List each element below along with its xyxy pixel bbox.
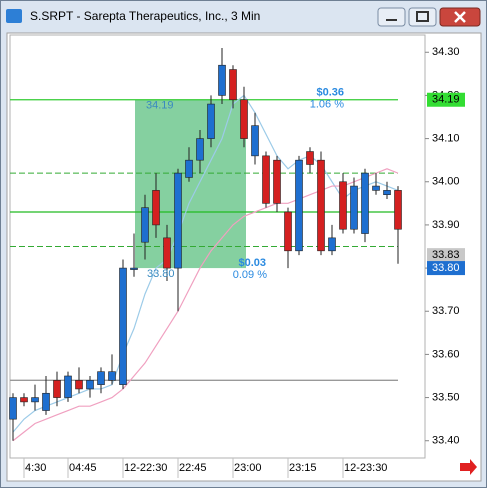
moving-average [12, 168, 399, 442]
candle-body [295, 159, 303, 252]
y-tick-label: 34.00 [432, 176, 460, 188]
price-tag [427, 261, 465, 276]
candle-body [207, 103, 215, 139]
candle-body [361, 172, 369, 234]
x-tick-label: 23:00 [234, 462, 262, 474]
price-tag [427, 92, 465, 107]
scroll-arrow[interactable] [460, 459, 477, 475]
candle-body [97, 371, 105, 385]
y-tick-label: 33.70 [432, 305, 460, 317]
candle-body [152, 190, 160, 226]
candle-body [141, 207, 149, 243]
candle-body [9, 397, 17, 420]
candle-body [119, 267, 127, 385]
candle-body [185, 159, 193, 178]
candle-body [53, 380, 61, 398]
candle-body [273, 159, 281, 204]
price-tag-label: 33.83 [432, 249, 460, 261]
x-tick-label: 4:30 [25, 462, 46, 474]
candle-body [86, 380, 94, 390]
y-tick-label: 33.90 [432, 219, 460, 231]
candle-body [174, 172, 182, 269]
app-icon [6, 9, 22, 23]
candle-body [383, 190, 391, 196]
y-tick-label: 33.40 [432, 435, 460, 447]
measure-change-low: $0.03 [238, 257, 266, 269]
measure-change-low-pct: 0.09 % [233, 269, 267, 281]
candle-body [372, 185, 380, 191]
candle-body [163, 237, 171, 269]
candle-body [240, 99, 248, 139]
candle-body [229, 69, 237, 101]
candle-body [31, 397, 39, 403]
candle-body [284, 211, 292, 252]
x-tick-label: 12-22:30 [124, 462, 167, 474]
candle-body [75, 380, 83, 390]
close-icon [454, 11, 466, 23]
price-tag-label: 34.19 [432, 94, 460, 106]
candle-body [262, 155, 270, 204]
candle-body [64, 375, 72, 398]
y-tick-label: 34.30 [432, 46, 460, 58]
x-tick-label: 04:45 [69, 462, 97, 474]
x-tick-label: 23:15 [289, 462, 317, 474]
price-tag [427, 248, 465, 263]
candle-body [42, 392, 50, 411]
maximize-icon [416, 11, 429, 22]
candle-body [108, 371, 116, 381]
candle-body [306, 151, 314, 165]
maximize-button[interactable] [408, 7, 437, 27]
candle-body [130, 267, 138, 270]
candle-body [251, 125, 259, 157]
x-tick-label: 12-23:30 [344, 462, 387, 474]
candle-body [196, 138, 204, 161]
candle-body [339, 181, 347, 230]
y-tick-label: 33.50 [432, 391, 460, 403]
candle-body [20, 397, 28, 403]
y-tick-label: 34.10 [432, 132, 460, 144]
measure-high: 34.19 [146, 100, 174, 112]
measure-low: 33.80 [147, 268, 175, 280]
candle-body [218, 64, 226, 96]
minimize-button[interactable] [377, 7, 406, 27]
y-tick-label: 33.60 [432, 348, 460, 360]
moving-average [12, 94, 399, 433]
window-title: S.SRPT - Sarepta Therapeutics, Inc., 3 M… [30, 9, 260, 23]
measure-change: $0.36 [316, 87, 344, 99]
candle-body [328, 237, 336, 252]
x-tick-label: 22:45 [179, 462, 207, 474]
candle-body [394, 190, 402, 230]
candle-body [317, 159, 325, 252]
price-tag-label: 33.80 [432, 262, 460, 274]
measure-change-pct: 1.06 % [310, 99, 344, 111]
candle-body [350, 185, 358, 230]
measure-box [135, 99, 246, 269]
